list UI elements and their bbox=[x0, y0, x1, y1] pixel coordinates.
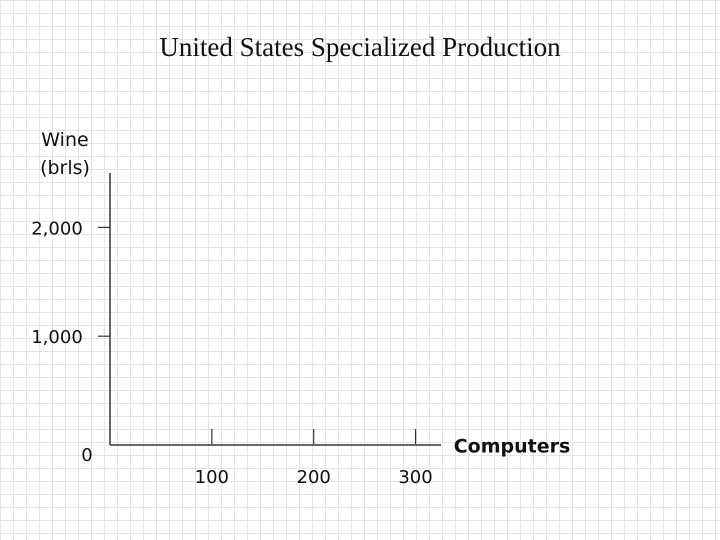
y-tick-label: 0 bbox=[81, 445, 92, 466]
y-axis-label: Wine (brls) bbox=[40, 129, 90, 179]
x-axis-label: Computers bbox=[454, 436, 571, 458]
x-tick-label: 200 bbox=[297, 467, 331, 488]
y-tick-label: 1,000 bbox=[31, 327, 83, 348]
x-tick-label: 100 bbox=[195, 467, 229, 488]
y-tick-label: 2,000 bbox=[31, 218, 83, 239]
chart-title: United States Specialized Production bbox=[159, 32, 561, 62]
x-tick-label: 300 bbox=[398, 467, 432, 488]
